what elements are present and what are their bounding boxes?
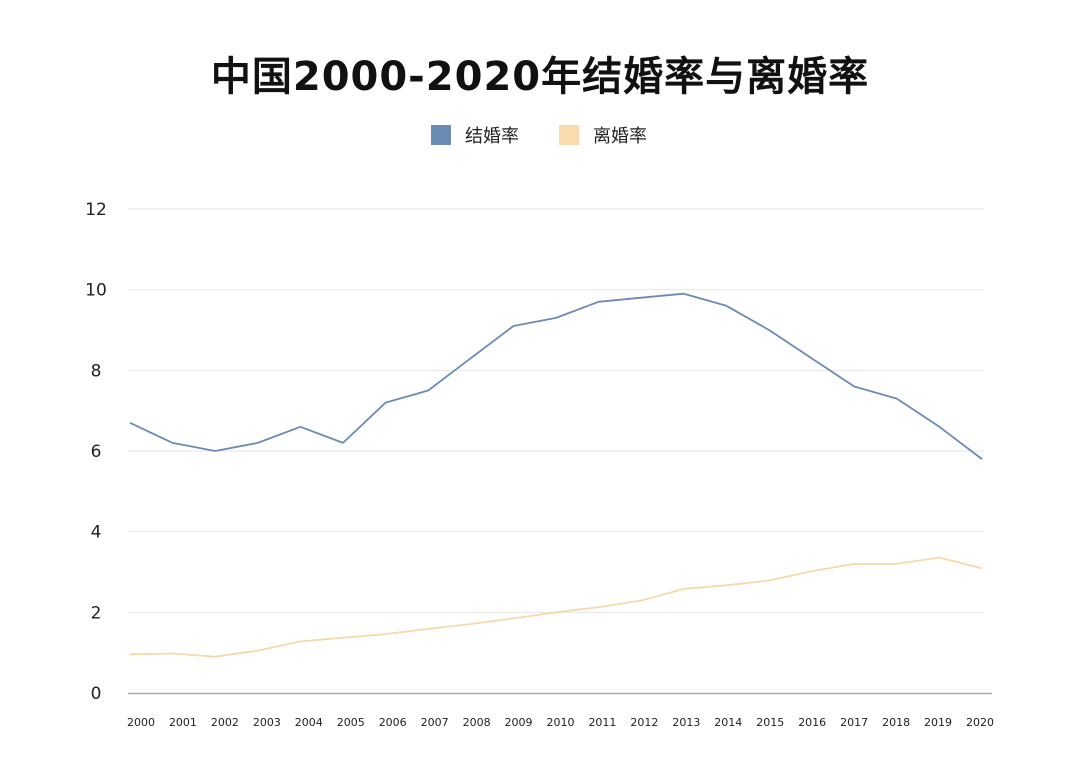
x-tick-label: 2016: [798, 716, 826, 729]
legend-item-divorce: 离婚率: [559, 122, 647, 148]
legend-label-marriage: 结婚率: [465, 126, 519, 147]
x-tick-label: 2013: [672, 716, 700, 729]
legend-label-divorce: 离婚率: [593, 126, 647, 147]
x-tick-label: 2001: [169, 716, 197, 729]
x-tick-label: 2005: [337, 716, 365, 729]
chart-legend: 结婚率 离婚率: [0, 122, 1080, 150]
y-tick-label: 10: [85, 281, 107, 301]
series-line-divorce: [129, 556, 983, 658]
x-tick-label: 2019: [924, 716, 952, 729]
x-tick-label: 2003: [253, 716, 281, 729]
legend-item-marriage: 结婚率: [431, 122, 519, 148]
x-tick-label: 2008: [463, 716, 491, 729]
x-tick-label: 2002: [211, 716, 239, 729]
x-tick-label: 2017: [840, 716, 868, 729]
y-tick-label: 12: [85, 200, 107, 220]
y-tick-label: 0: [91, 684, 102, 704]
x-tick-label: 2012: [630, 716, 658, 729]
y-tick-label: 4: [91, 523, 102, 543]
x-tick-label: 2015: [756, 716, 784, 729]
y-tick-label: 6: [91, 442, 102, 462]
x-tick-label: 2020: [966, 716, 994, 729]
series-line-marriage: [129, 292, 983, 460]
x-tick-label: 2009: [505, 716, 533, 729]
chart-title: 中国2000-2020年结婚率与离婚率: [210, 54, 870, 100]
y-tick-label: 2: [91, 603, 102, 623]
legend-swatch-divorce: [559, 125, 579, 145]
x-tick-label: 2011: [588, 716, 616, 729]
x-tick-label: 2010: [547, 716, 575, 729]
x-tick-label: 2007: [421, 716, 449, 729]
x-tick-label: 2006: [379, 716, 407, 729]
x-tick-label: 2000: [127, 716, 155, 729]
x-tick-label: 2018: [882, 716, 910, 729]
x-tick-label: 2014: [714, 716, 742, 729]
x-tick-label: 2004: [295, 716, 323, 729]
legend-swatch-marriage: [431, 125, 451, 145]
y-tick-label: 8: [91, 361, 102, 381]
